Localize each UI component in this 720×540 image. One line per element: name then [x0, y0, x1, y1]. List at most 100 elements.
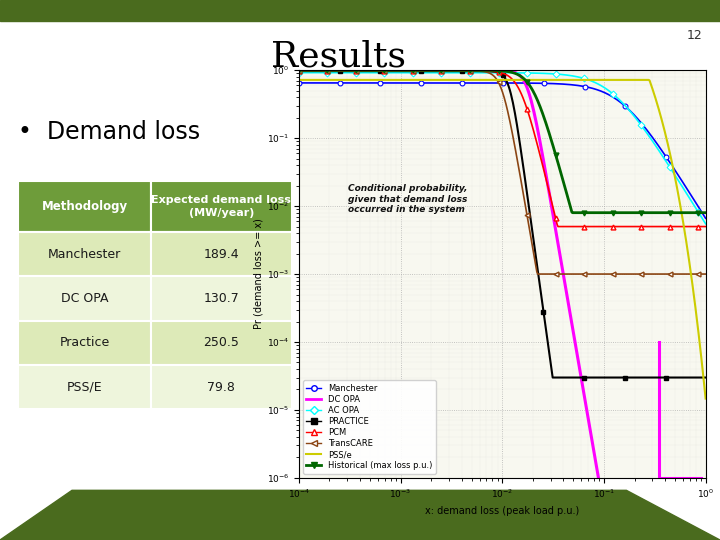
FancyBboxPatch shape [18, 276, 151, 321]
X-axis label: x: demand loss (peak load p.u.): x: demand loss (peak load p.u.) [425, 505, 580, 516]
PRACTICE [701, 374, 710, 381]
PSS/e [456, 77, 464, 83]
Text: •  Demand loss: • Demand loss [18, 120, 200, 144]
PCM [515, 86, 523, 92]
AC OPA [536, 70, 545, 77]
Line: PSS/e: PSS/e [299, 80, 706, 399]
PRACTICE [456, 68, 464, 75]
Historical (max loss p.u.) [515, 72, 523, 78]
Polygon shape [0, 490, 720, 540]
Line: AC OPA: AC OPA [297, 70, 708, 226]
PSS/e [701, 395, 710, 402]
Text: 130.7: 130.7 [204, 292, 239, 305]
Manchester [535, 80, 544, 86]
Manchester [536, 80, 545, 86]
PCM [554, 224, 562, 230]
Line: PRACTICE: PRACTICE [297, 69, 708, 380]
PCM [701, 224, 710, 230]
FancyBboxPatch shape [18, 232, 151, 276]
Line: PCM: PCM [297, 69, 708, 229]
FancyBboxPatch shape [18, 321, 151, 365]
DC OPA [294, 67, 303, 73]
PCM [693, 224, 701, 230]
FancyBboxPatch shape [151, 365, 292, 409]
Y-axis label: Pr (demand loss >= x): Pr (demand loss >= x) [253, 219, 264, 329]
TransCARE [515, 166, 523, 172]
TransCARE [487, 71, 496, 78]
Text: DC OPA: DC OPA [61, 292, 108, 305]
FancyBboxPatch shape [18, 181, 151, 232]
PSS/e [590, 77, 599, 83]
Text: 12: 12 [686, 29, 702, 42]
PSS/e [427, 77, 436, 83]
PSS/e [550, 77, 559, 83]
Manchester [544, 80, 552, 86]
Line: Manchester: Manchester [297, 80, 708, 221]
PRACTICE [591, 374, 600, 381]
Legend: Manchester, DC OPA, AC OPA, PRACTICE, PCM, TransCARE, PSS/e, Historical (max los: Manchester, DC OPA, AC OPA, PRACTICE, PC… [303, 381, 436, 474]
FancyBboxPatch shape [18, 365, 151, 409]
PRACTICE [294, 68, 303, 75]
Text: Conditional probability,
given that demand loss
occurred in the system: Conditional probability, given that dema… [348, 184, 467, 214]
DC OPA [534, 128, 542, 134]
DC OPA [532, 121, 541, 127]
AC OPA [515, 70, 523, 76]
Text: Practice: Practice [60, 336, 109, 349]
Historical (max loss p.u.) [701, 210, 710, 216]
AC OPA [490, 70, 499, 76]
Text: 250.5: 250.5 [204, 336, 239, 349]
TransCARE [701, 271, 710, 277]
Historical (max loss p.u.) [693, 210, 701, 216]
FancyBboxPatch shape [151, 276, 292, 321]
TransCARE [629, 271, 637, 277]
PRACTICE [589, 374, 598, 381]
Text: Methodology: Methodology [42, 200, 127, 213]
PSS/e [343, 77, 352, 83]
TransCARE [537, 271, 546, 277]
FancyBboxPatch shape [151, 232, 292, 276]
PCM [490, 69, 499, 75]
Bar [0, 0, 720, 21]
Text: Manchester: Manchester [48, 248, 121, 261]
AC OPA [701, 220, 710, 227]
TransCARE [693, 271, 701, 277]
PSS/e [588, 77, 597, 83]
Historical (max loss p.u.) [294, 67, 303, 73]
Manchester [294, 80, 303, 86]
PCM [294, 68, 303, 74]
Text: Expected demand loss
(MW/year): Expected demand loss (MW/year) [151, 195, 292, 218]
Historical (max loss p.u.) [490, 67, 499, 73]
Line: TransCARE: TransCARE [297, 69, 708, 276]
Manchester [701, 215, 710, 221]
TransCARE [534, 271, 542, 277]
DC OPA [540, 164, 549, 170]
Manchester [637, 120, 646, 127]
PSS/e [294, 77, 303, 83]
TransCARE [490, 73, 499, 80]
AC OPA [628, 111, 636, 117]
AC OPA [294, 70, 303, 76]
Manchester [296, 80, 305, 86]
PRACTICE [343, 68, 352, 75]
Text: Results: Results [271, 40, 406, 73]
Line: Historical (max loss p.u.): Historical (max loss p.u.) [297, 68, 708, 215]
Historical (max loss p.u.) [629, 210, 637, 216]
Manchester [663, 156, 672, 162]
FancyBboxPatch shape [151, 181, 292, 232]
FancyBboxPatch shape [151, 321, 292, 365]
PCM [629, 224, 637, 230]
DC OPA [296, 67, 305, 73]
Text: 189.4: 189.4 [204, 248, 239, 261]
PRACTICE [552, 374, 560, 381]
PCM [536, 156, 545, 162]
PRACTICE [549, 374, 557, 381]
PCM [487, 68, 496, 75]
Historical (max loss p.u.) [536, 106, 545, 112]
Line: DC OPA: DC OPA [299, 70, 701, 540]
Historical (max loss p.u.) [487, 67, 496, 73]
Text: 79.8: 79.8 [207, 381, 235, 394]
Historical (max loss p.u.) [568, 210, 577, 216]
AC OPA [691, 205, 700, 211]
AC OPA [487, 70, 496, 76]
PRACTICE [427, 68, 436, 75]
